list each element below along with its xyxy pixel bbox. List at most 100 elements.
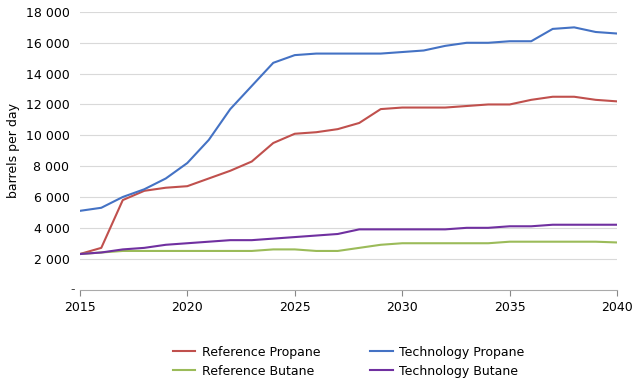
Technology Butane	[613, 222, 621, 227]
Technology Propane	[484, 41, 492, 45]
Technology Propane	[97, 205, 105, 210]
Reference Propane	[613, 99, 621, 104]
Technology Propane	[442, 44, 449, 48]
Reference Propane	[227, 168, 234, 173]
Technology Propane	[140, 187, 148, 191]
Reference Butane	[97, 250, 105, 255]
Reference Propane	[184, 184, 191, 188]
Reference Propane	[570, 95, 578, 99]
Technology Propane	[527, 39, 535, 44]
Reference Propane	[97, 245, 105, 250]
Reference Butane	[398, 241, 406, 245]
Technology Butane	[184, 241, 191, 245]
Technology Butane	[355, 227, 363, 232]
Technology Propane	[119, 195, 127, 199]
Technology Propane	[205, 138, 212, 142]
Reference Propane	[484, 102, 492, 107]
Reference Butane	[527, 239, 535, 244]
Reference Propane	[312, 130, 320, 135]
Reference Propane	[592, 98, 600, 102]
Reference Butane	[312, 249, 320, 253]
Technology Butane	[463, 225, 470, 230]
Line: Reference Propane: Reference Propane	[80, 97, 617, 254]
Technology Propane	[549, 27, 557, 31]
Technology Butane	[205, 239, 212, 244]
Technology Propane	[613, 31, 621, 36]
Line: Technology Propane: Technology Propane	[80, 27, 617, 211]
Technology Propane	[184, 161, 191, 165]
Reference Propane	[248, 159, 255, 164]
Reference Butane	[162, 249, 170, 253]
Reference Butane	[119, 249, 127, 253]
Technology Propane	[76, 208, 84, 213]
Reference Propane	[463, 104, 470, 108]
Technology Propane	[570, 25, 578, 30]
Reference Propane	[76, 252, 84, 256]
Technology Propane	[227, 107, 234, 112]
Reference Propane	[269, 141, 277, 145]
Technology Butane	[398, 227, 406, 232]
Technology Butane	[248, 238, 255, 242]
Technology Butane	[227, 238, 234, 242]
Technology Butane	[549, 222, 557, 227]
Reference Propane	[527, 98, 535, 102]
Technology Butane	[377, 227, 385, 232]
Reference Propane	[549, 95, 557, 99]
Reference Butane	[442, 241, 449, 245]
Reference Propane	[398, 105, 406, 110]
Reference Propane	[140, 188, 148, 193]
Technology Butane	[484, 225, 492, 230]
Reference Butane	[592, 239, 600, 244]
Reference Butane	[227, 249, 234, 253]
Technology Butane	[312, 233, 320, 238]
Reference Propane	[119, 198, 127, 202]
Reference Butane	[420, 241, 428, 245]
Reference Propane	[506, 102, 513, 107]
Y-axis label: barrels per day: barrels per day	[7, 103, 20, 198]
Technology Propane	[463, 41, 470, 45]
Reference Propane	[334, 127, 342, 132]
Technology Propane	[592, 30, 600, 34]
Reference Butane	[140, 249, 148, 253]
Reference Propane	[162, 185, 170, 190]
Reference Butane	[506, 239, 513, 244]
Technology Butane	[76, 252, 84, 256]
Technology Butane	[97, 250, 105, 255]
Reference Butane	[484, 241, 492, 245]
Reference Propane	[291, 132, 299, 136]
Technology Propane	[162, 176, 170, 181]
Technology Propane	[248, 84, 255, 88]
Reference Butane	[570, 239, 578, 244]
Technology Butane	[162, 242, 170, 247]
Technology Butane	[570, 222, 578, 227]
Reference Butane	[76, 252, 84, 256]
Technology Propane	[377, 51, 385, 56]
Technology Butane	[592, 222, 600, 227]
Reference Butane	[355, 245, 363, 250]
Reference Butane	[269, 247, 277, 252]
Technology Propane	[269, 61, 277, 65]
Reference Propane	[442, 105, 449, 110]
Reference Butane	[248, 249, 255, 253]
Technology Propane	[420, 48, 428, 53]
Technology Propane	[334, 51, 342, 56]
Technology Butane	[291, 235, 299, 239]
Technology Propane	[291, 53, 299, 58]
Reference Propane	[205, 176, 212, 181]
Reference Butane	[205, 249, 212, 253]
Reference Butane	[291, 247, 299, 252]
Technology Butane	[442, 227, 449, 232]
Technology Butane	[119, 247, 127, 252]
Reference Butane	[184, 249, 191, 253]
Reference Propane	[355, 121, 363, 125]
Technology Butane	[334, 232, 342, 236]
Reference Propane	[420, 105, 428, 110]
Reference Butane	[613, 240, 621, 245]
Technology Butane	[420, 227, 428, 232]
Technology Propane	[398, 50, 406, 54]
Reference Butane	[334, 249, 342, 253]
Technology Butane	[140, 245, 148, 250]
Line: Technology Butane: Technology Butane	[80, 225, 617, 254]
Technology Butane	[506, 224, 513, 229]
Technology Propane	[506, 39, 513, 44]
